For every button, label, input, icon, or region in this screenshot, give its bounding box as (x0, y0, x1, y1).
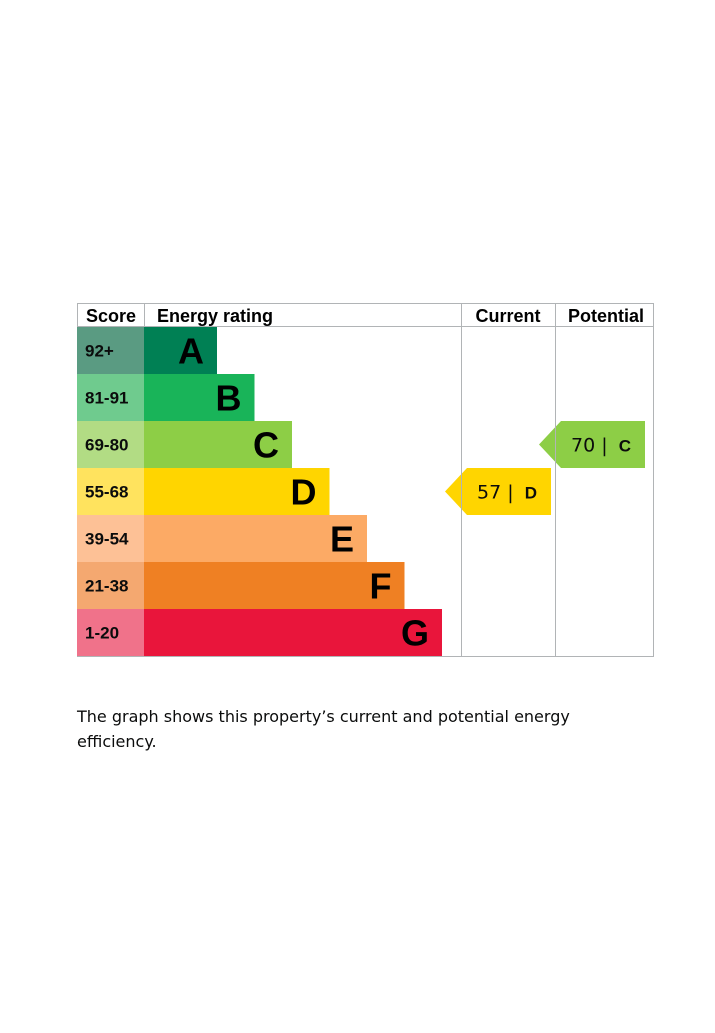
energy-rating-chart: Score Energy rating Current Potential 92… (77, 303, 654, 657)
band-bar-a (144, 327, 217, 374)
score-label-b: 81-91 (85, 389, 128, 408)
current-rating-value-label: 57 | (477, 482, 514, 504)
score-label-c: 69-80 (85, 436, 128, 455)
band-letter-b: B (216, 378, 242, 419)
potential-rating-value-label: 70 | (571, 435, 608, 457)
band-letter-e: E (330, 519, 354, 560)
band-letter-g: G (401, 613, 429, 654)
chart-caption: The graph shows this property’s current … (77, 707, 570, 751)
score-cell-f (77, 562, 144, 609)
potential-rating-band-letter: C (619, 437, 631, 456)
band-letter-a: A (178, 331, 204, 372)
band-bar-c (144, 421, 292, 468)
band-letter-d: D (291, 472, 317, 513)
band-bar-e (144, 515, 367, 562)
band-bar-b (144, 374, 255, 421)
score-label-g: 1-20 (85, 624, 119, 643)
score-label-f: 21-38 (85, 577, 128, 596)
score-label-e: 39-54 (85, 530, 129, 549)
header-energy-rating: Energy rating (157, 306, 273, 326)
band-bar-f (144, 562, 405, 609)
current-rating-arrow (445, 468, 551, 515)
band-letter-f: F (370, 566, 392, 607)
score-label-d: 55-68 (85, 483, 128, 502)
score-cell-e (77, 515, 144, 562)
score-cell-g (77, 609, 144, 656)
current-rating-band-letter: D (525, 484, 537, 503)
chart-grid (77, 303, 654, 657)
score-cell-c (77, 421, 144, 468)
band-bar-d (144, 468, 330, 515)
header-score: Score (86, 306, 136, 326)
band-bar-g (144, 609, 442, 656)
score-cell-a (77, 327, 144, 374)
header-current: Current (475, 306, 540, 326)
potential-rating-arrow (539, 421, 645, 468)
score-cell-b (77, 374, 144, 421)
score-label-a: 92+ (85, 342, 114, 361)
band-letter-c: C (253, 425, 279, 466)
header-potential: Potential (568, 306, 644, 326)
score-cell-d (77, 468, 144, 515)
